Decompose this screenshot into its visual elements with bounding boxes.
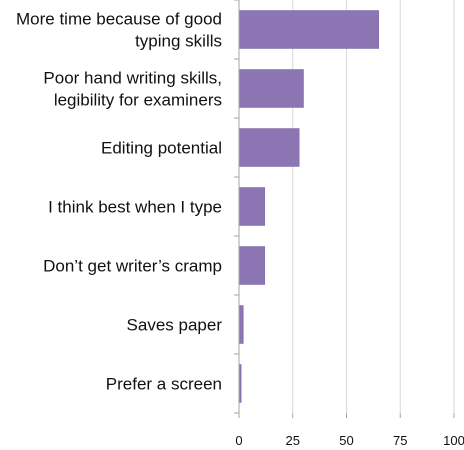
- category-label: I think best when I type: [48, 198, 222, 217]
- axes: [234, 0, 455, 418]
- category-label: Prefer a screen: [106, 375, 222, 394]
- category-label: legibility for examiners: [54, 91, 222, 110]
- category-labels: More time because of good typing skills Po…: [16, 10, 222, 394]
- x-tick-label: 0: [235, 433, 242, 448]
- gridlines: [292, 0, 455, 413]
- category-label: Don’t get writer’s cramp: [43, 257, 222, 276]
- bar: [238, 187, 266, 226]
- bars: [238, 10, 379, 403]
- x-tick-label: 100: [443, 433, 464, 448]
- category-label: More time because of good: [16, 10, 222, 29]
- bar: [238, 128, 300, 167]
- bar: [238, 69, 304, 108]
- bar: [238, 246, 266, 285]
- category-label: Saves paper: [127, 316, 223, 335]
- category-label: Editing potential: [101, 139, 222, 158]
- category-label: typing skills: [135, 32, 222, 51]
- x-tick-labels: 0 25 50 75 100: [235, 433, 464, 448]
- x-tick-label: 75: [393, 433, 407, 448]
- category-label: Poor hand writing skills,: [43, 69, 222, 88]
- bar: [238, 305, 244, 344]
- bar: [238, 10, 379, 49]
- x-tick-label: 50: [339, 433, 353, 448]
- x-tick-label: 25: [286, 433, 300, 448]
